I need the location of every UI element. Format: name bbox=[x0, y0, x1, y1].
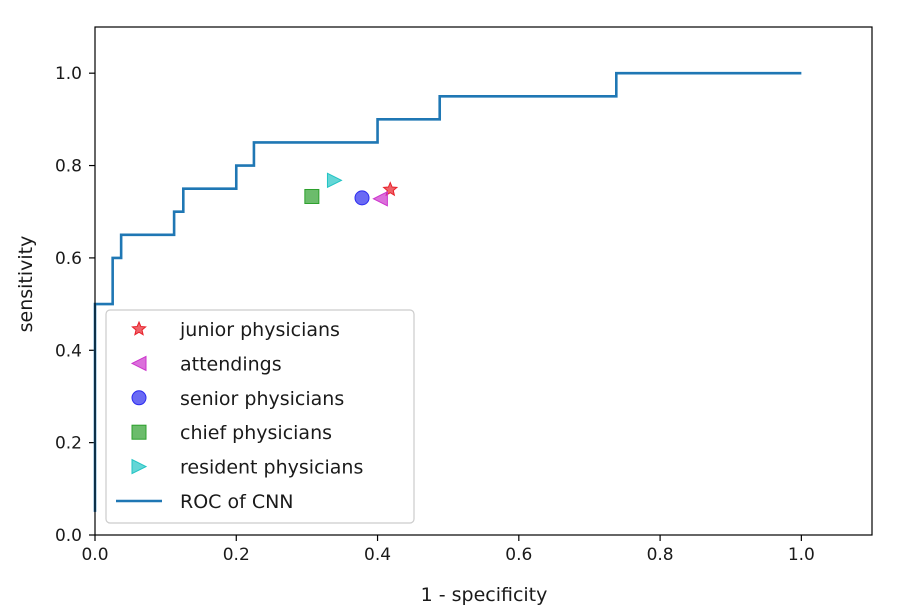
y-tick-label: 1.0 bbox=[55, 64, 82, 84]
point-attendings bbox=[372, 190, 388, 207]
y-axis-label-group: sensitivity bbox=[15, 236, 37, 333]
point-senior-physicians bbox=[354, 190, 370, 206]
legend-marker-chief-physicians bbox=[131, 424, 147, 440]
legend-box bbox=[105, 309, 415, 524]
y-tick-label: 0.0 bbox=[55, 526, 82, 546]
legend-marker-senior-physicians bbox=[131, 390, 147, 406]
point-chief-physicians bbox=[304, 188, 320, 204]
x-tick-label: 0.4 bbox=[364, 545, 391, 565]
x-tick-label: 0.8 bbox=[647, 545, 674, 565]
y-tick-label: 0.2 bbox=[55, 434, 82, 454]
point-resident-physicians bbox=[326, 172, 343, 189]
x-tick-label: 1.0 bbox=[788, 545, 815, 565]
legend-entry: junior physicians bbox=[179, 319, 340, 341]
x-axis-label: 1 - specificity bbox=[421, 584, 548, 606]
legend-entry: attendings bbox=[180, 353, 282, 375]
legend-entry: ROC of CNN bbox=[180, 491, 294, 513]
legend-entry: resident physicians bbox=[180, 457, 363, 479]
plot-area bbox=[93, 71, 802, 512]
y-tick-label: 0.4 bbox=[55, 341, 82, 361]
legend-entry: senior physicians bbox=[180, 388, 344, 410]
legend-entry: chief physicians bbox=[180, 422, 332, 444]
legend: junior physicians attendings senior physic… bbox=[105, 309, 415, 524]
x-tick-label: 0.2 bbox=[223, 545, 250, 565]
legend-marker-attendings bbox=[130, 355, 147, 372]
x-tick-label: 0.0 bbox=[81, 545, 108, 565]
legend-marker-resident-physicians bbox=[131, 458, 148, 475]
legend-marker-junior-physicians bbox=[131, 320, 147, 336]
plot-frame bbox=[94, 26, 873, 536]
y-tick-label: 0.6 bbox=[55, 249, 82, 269]
y-tick-label: 0.8 bbox=[55, 157, 82, 177]
roc-curve-line bbox=[93, 71, 802, 512]
x-tick-label: 0.6 bbox=[505, 545, 532, 565]
axis-ticks: 0.0 0.2 0.4 0.6 0.8 1.0 0.0 0.2 0.4 0.6 0.8 1.0 bbox=[55, 64, 815, 565]
y-axis-label: sensitivity bbox=[15, 236, 37, 333]
